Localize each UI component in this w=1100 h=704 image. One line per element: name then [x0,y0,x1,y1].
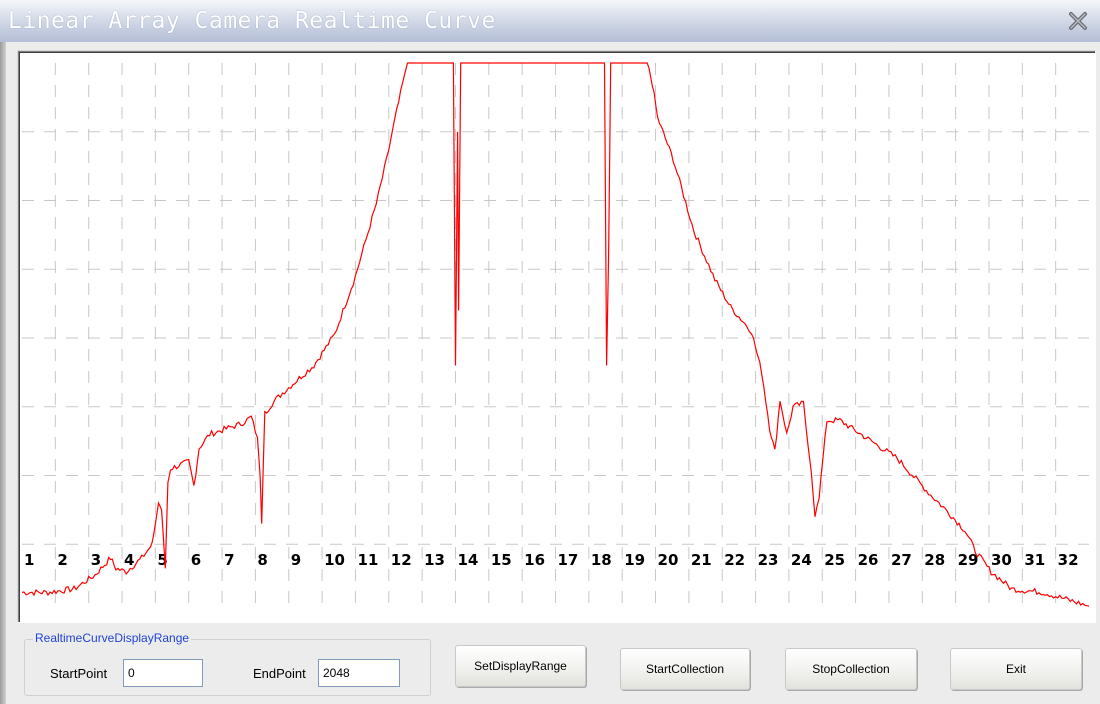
channel-label: 9 [291,551,301,569]
set-display-range-button[interactable]: SetDisplayRange [455,645,586,687]
channel-label: 15 [491,551,512,569]
channel-label: 23 [758,551,779,569]
channel-label: 4 [124,551,134,569]
chart-svg: 1 2 3 4 5 6 7 8 9 10 11 12 13 14 15 16 17 18 19 20 21 22 23 24 2… [21,62,1090,613]
exit-button[interactable]: Exit [950,648,1082,690]
channel-label: 24 [791,551,812,569]
channel-label: 22 [724,551,745,569]
signal-curve [21,62,1090,607]
channel-label: 27 [891,551,912,569]
start-point-label: StartPoint [50,666,108,681]
start-point-field[interactable]: 0 [123,659,203,687]
channel-label: 7 [224,551,234,569]
stop-collection-button[interactable]: StopCollection [785,648,917,690]
channel-label: 29 [958,551,979,569]
channel-label: 17 [558,551,579,569]
channel-label: 1 [24,551,34,569]
realtime-curve-chart: 1 2 3 4 5 6 7 8 9 10 11 12 13 14 15 16 17 18 19 20 21 22 23 24 2… [17,50,1096,623]
channel-label: 2 [57,551,67,569]
close-icon[interactable] [1068,11,1088,31]
channel-label: 25 [824,551,845,569]
start-collection-button[interactable]: StartCollection [620,648,750,690]
channel-label: 30 [991,551,1012,569]
channel-label: 32 [1058,551,1079,569]
display-range-group: RealtimeCurveDisplayRange StartPoint 0 E… [24,631,431,696]
channel-label: 12 [391,551,412,569]
channel-label: 18 [591,551,612,569]
end-point-label: EndPoint [253,666,306,681]
channel-label: 6 [191,551,201,569]
channel-label: 20 [658,551,679,569]
channel-label: 8 [257,551,267,569]
channel-label: 10 [324,551,345,569]
channel-label: 16 [524,551,545,569]
channel-label: 5 [157,551,167,569]
channel-label: 3 [91,551,101,569]
channel-label: 11 [357,551,378,569]
title-bar: Linear Array Camera Realtime Curve [0,0,1100,42]
channel-label: 14 [457,551,478,569]
channel-label: 26 [858,551,879,569]
end-point-field[interactable]: 2048 [318,659,400,687]
channel-label: 31 [1024,551,1045,569]
channel-label: 13 [424,551,445,569]
channel-label: 21 [691,551,712,569]
channel-label: 28 [924,551,945,569]
window-left-edge [0,42,6,704]
display-range-caption: RealtimeCurveDisplayRange [33,631,192,645]
window-title: Linear Array Camera Realtime Curve [8,8,496,34]
channel-label: 19 [624,551,645,569]
